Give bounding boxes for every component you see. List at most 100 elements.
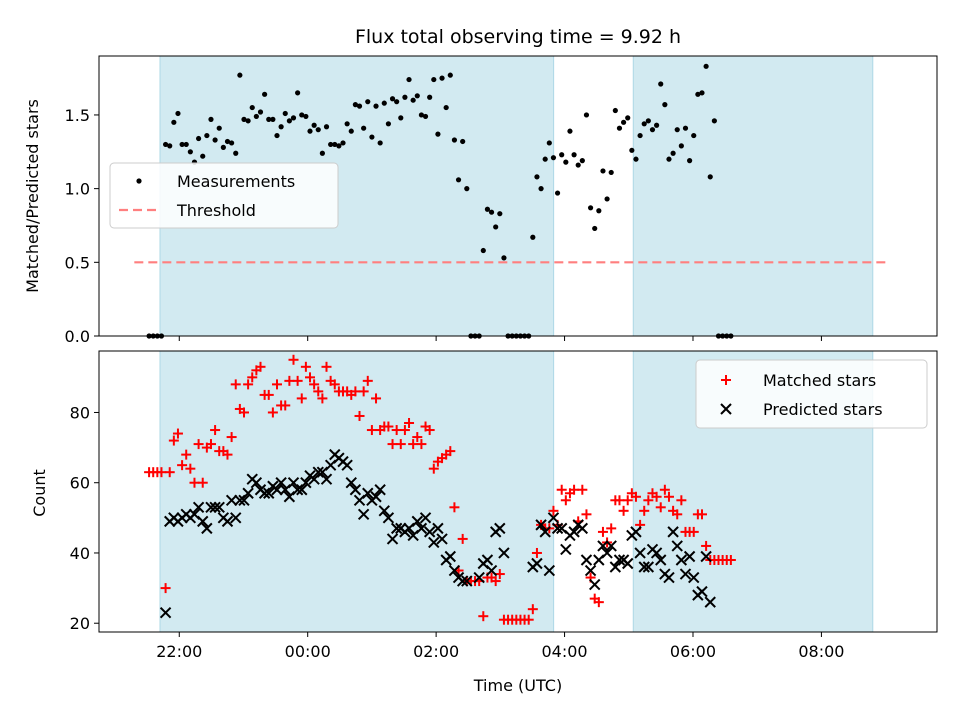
measurement-point: [637, 132, 643, 139]
matched-star-point: [205, 439, 216, 450]
measurement-point: [534, 174, 540, 180]
predicted-star-point: [444, 550, 457, 563]
predicted-star-point: [494, 522, 506, 535]
measurement-point: [600, 168, 606, 174]
matched-star-point: [210, 425, 221, 436]
xtick-label: 06:00: [670, 642, 716, 661]
measurement-point: [571, 152, 577, 158]
matched-star-point: [354, 410, 365, 421]
predicted-star-point: [221, 515, 234, 528]
matched-star-point: [181, 449, 192, 460]
measurement-point: [381, 100, 387, 106]
matched-star-point: [412, 432, 423, 443]
measurement-point: [699, 90, 705, 96]
measurement-point: [208, 116, 214, 122]
measurement-point: [270, 116, 276, 122]
predicted-star-point: [374, 484, 386, 496]
measurement-point: [171, 119, 177, 125]
matched-star-point: [548, 505, 559, 516]
matched-star-point: [593, 597, 604, 608]
measurement-point: [451, 137, 458, 143]
measurement-point: [385, 121, 392, 127]
measurement-point: [559, 152, 565, 158]
measurement-point: [691, 132, 697, 139]
matched-star-point: [305, 372, 316, 383]
measurement-point: [666, 156, 672, 162]
matched-star-point: [263, 389, 274, 400]
measurement-point: [220, 144, 226, 150]
measurement-point: [282, 110, 288, 117]
predicted-star-point: [192, 501, 205, 514]
matched-star-point: [404, 418, 415, 429]
measurement-point: [670, 150, 676, 156]
measurement-point: [633, 156, 639, 162]
measurement-point: [484, 206, 491, 212]
measurement-point: [443, 104, 449, 111]
predicted-star-point: [357, 508, 370, 521]
measurement-point: [179, 141, 185, 148]
matched-star-point: [172, 428, 183, 439]
measurement-point: [394, 99, 400, 105]
predicted-star-point: [638, 561, 650, 573]
bottom-ytick-label: 60: [70, 474, 90, 493]
matched-star-point: [676, 495, 687, 506]
matched-star-point: [696, 509, 707, 520]
matched-star-point: [226, 432, 237, 443]
predicted-star-point: [370, 491, 382, 503]
measurement-point: [377, 140, 383, 146]
measurement-point: [567, 128, 573, 134]
measurement-point: [493, 224, 499, 230]
matched-star-point: [581, 509, 592, 520]
measurement-point: [629, 147, 635, 153]
measurement-point: [389, 96, 396, 102]
measurement-point: [480, 247, 486, 254]
matched-star-point: [663, 491, 674, 502]
matched-star-point: [577, 484, 588, 495]
measurement-point: [262, 91, 268, 97]
measurement-point: [249, 104, 255, 111]
xtick-label: 22:00: [156, 642, 202, 661]
measurement-point: [530, 234, 536, 240]
matched-star-point: [531, 547, 542, 558]
matched-star-point: [292, 375, 303, 386]
measurement-point: [365, 99, 371, 105]
matched-star-point: [288, 354, 299, 365]
xtick-label: 04:00: [542, 642, 588, 661]
measurement-point: [612, 107, 618, 114]
measurement-point: [695, 91, 701, 97]
predicted-star-point: [700, 550, 712, 563]
measurement-point: [315, 127, 321, 133]
predicted-star-point: [568, 526, 580, 538]
predicted-star-point: [688, 571, 700, 584]
measurement-point: [328, 141, 334, 148]
matched-star-point: [490, 576, 501, 587]
matched-star-point: [618, 505, 629, 516]
measurement-point: [278, 124, 284, 130]
predicted-star-point: [415, 522, 428, 535]
measurement-point: [439, 75, 445, 81]
measurement-point: [418, 112, 425, 118]
matched-star-point: [255, 361, 266, 372]
predicted-star-point: [696, 585, 708, 598]
matched-star-point: [399, 425, 410, 436]
legend-threshold-label: Threshold: [176, 201, 256, 220]
measurement-point: [187, 149, 193, 155]
measurement-point: [319, 150, 325, 156]
predicted-star-point: [230, 512, 242, 524]
measurement-point: [290, 115, 297, 121]
predicted-star-point: [613, 554, 626, 566]
predicted-star-point: [675, 554, 688, 566]
predicted-star-point: [349, 484, 362, 496]
matched-star-point: [701, 540, 712, 551]
predicted-star-point: [345, 477, 357, 489]
top-ytick-label: 0.5: [65, 253, 90, 272]
legend-measurements-label: Measurements: [177, 172, 295, 191]
legend-cross-marker: [720, 403, 732, 415]
matched-star-point: [672, 509, 683, 520]
predicted-star-point: [535, 519, 547, 531]
matched-star-point: [655, 502, 666, 513]
bottom-ytick-label: 20: [70, 614, 90, 633]
matched-star-point: [560, 495, 571, 506]
